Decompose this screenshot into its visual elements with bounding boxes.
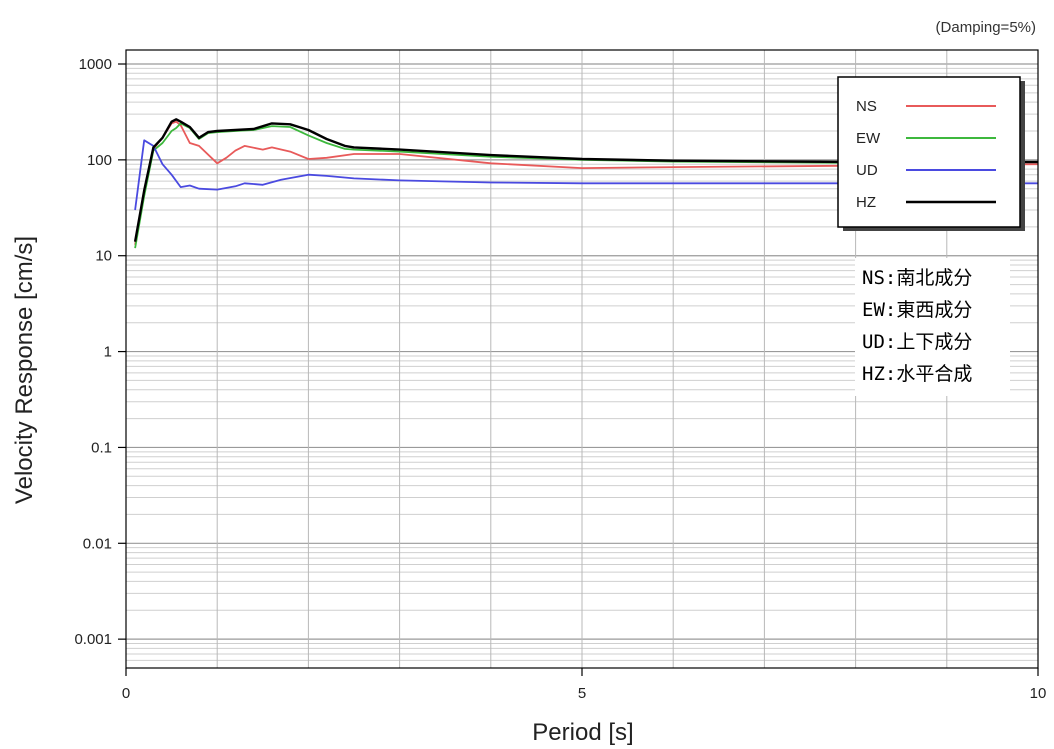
legend-label-ew: EW (856, 130, 881, 147)
x-tick-label: 0 (122, 685, 130, 702)
y-tick-label: 1 (104, 344, 112, 361)
x-tick-label: 10 (1030, 685, 1047, 702)
damping-note: (Damping=5%) (936, 19, 1036, 36)
legend-items: NS EW UD HZ (856, 98, 996, 211)
y-tick-label: 100 (87, 152, 112, 169)
component-note: UD:上下成分 (862, 331, 972, 353)
y-tick-label: 0.1 (91, 439, 112, 456)
component-note: HZ:水平合成 (862, 363, 972, 385)
component-notes-bg (855, 258, 1010, 396)
y-tick-label: 0.001 (74, 631, 112, 648)
series-line-ud (134, 139, 1038, 211)
x-tick-label: 5 (578, 685, 586, 702)
legend-label-ns: NS (856, 98, 877, 115)
series-line-hz (133, 118, 1038, 242)
component-note: EW:東西成分 (862, 299, 972, 321)
y-tick-label: 1000 (79, 56, 112, 73)
y-axis-title: Velocity Response [cm/s] (11, 236, 38, 504)
x-axis-title: Period [s] (532, 719, 633, 746)
y-tick-label: 0.01 (83, 535, 112, 552)
series-layer (133, 118, 1039, 249)
legend-label-ud: UD (856, 162, 878, 179)
legend-label-hz: HZ (856, 194, 876, 211)
component-note: NS:南北成分 (862, 267, 972, 289)
component-notes: NS:南北成分 EW:東西成分 UD:上下成分 HZ:水平合成 (855, 258, 1010, 396)
legend: NS EW UD HZ (837, 76, 1025, 231)
y-tick-label: 10 (95, 248, 112, 265)
tick-layer: 0.001 0.01 0.1 1 10 100 1000 0 5 10 (74, 56, 1046, 702)
